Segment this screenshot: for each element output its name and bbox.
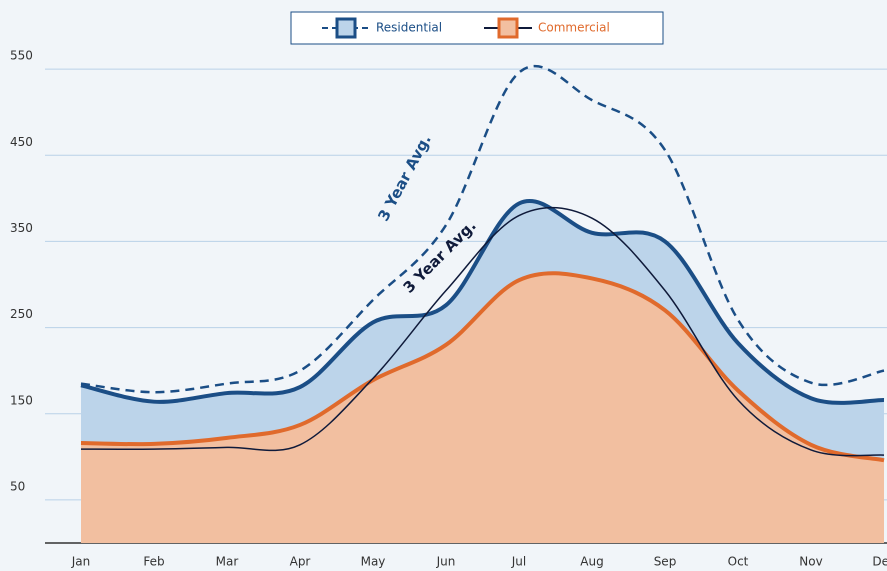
x-tick-label: Jun <box>436 555 456 569</box>
average-line <box>80 206 885 457</box>
y-tick-label: 150 <box>10 393 33 407</box>
series-line <box>80 199 885 405</box>
x-tick-label: Feb <box>143 555 164 569</box>
y-tick-label: 250 <box>10 307 33 321</box>
y-tick-label: 550 <box>10 49 33 63</box>
x-tick-label: Apr <box>290 555 311 569</box>
x-tick-label: Jul <box>511 555 526 569</box>
y-tick-label: 450 <box>10 135 33 149</box>
x-tick-label: Dec <box>872 555 887 569</box>
legend-label: Commercial <box>538 21 610 35</box>
series-line <box>80 271 885 463</box>
x-tick-label: Oct <box>728 555 749 569</box>
x-tick-label: Jan <box>71 555 91 569</box>
legend-swatch <box>497 17 519 39</box>
legend-swatch <box>335 17 357 39</box>
legend-label: Residential <box>376 21 442 35</box>
x-tick-label: May <box>361 555 386 569</box>
area-fill <box>81 273 884 543</box>
y-tick-label: 50 <box>10 479 25 493</box>
x-tick-label: Aug <box>580 555 603 569</box>
x-tick-label: Mar <box>216 555 239 569</box>
x-tick-label: Sep <box>654 555 677 569</box>
average-line <box>80 65 885 394</box>
x-tick-label: Nov <box>799 555 822 569</box>
y-tick-label: 350 <box>10 221 33 235</box>
